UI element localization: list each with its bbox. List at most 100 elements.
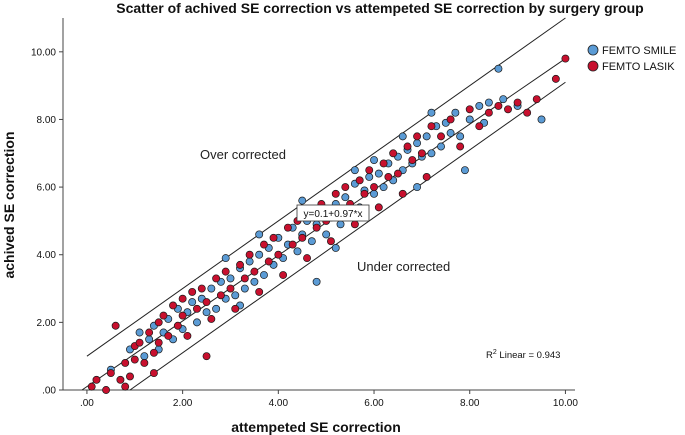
data-point-femto-smile xyxy=(437,142,445,151)
y-tick-label: 4.00 xyxy=(37,250,57,261)
data-point-femto-lasik xyxy=(87,382,96,391)
data-point-femto-lasik xyxy=(413,132,422,141)
data-point-femto-smile xyxy=(379,183,388,192)
data-point-femto-smile xyxy=(145,335,154,344)
data-point-femto-smile xyxy=(413,139,422,148)
data-point-femto-smile xyxy=(226,274,235,283)
data-point-femto-lasik xyxy=(269,233,278,242)
data-point-femto-lasik xyxy=(245,250,254,259)
data-point-femto-lasik xyxy=(456,142,465,151)
data-point-femto-smile xyxy=(307,237,316,246)
data-point-femto-lasik xyxy=(327,237,335,246)
data-point-femto-smile xyxy=(245,257,254,266)
data-point-femto-smile xyxy=(331,244,340,252)
data-point-femto-smile xyxy=(537,115,546,124)
data-point-femto-lasik xyxy=(374,203,383,212)
fit-equation: y=0.1+0.97*x xyxy=(304,209,363,220)
data-point-femto-smile xyxy=(260,271,268,279)
under-corrected-label: Under corrected xyxy=(357,259,450,274)
data-point-femto-smile xyxy=(398,132,407,141)
r2-superscript: 2 xyxy=(493,349,497,356)
data-point-femto-smile xyxy=(465,115,474,124)
data-point-femto-smile xyxy=(312,277,321,286)
data-point-femto-smile xyxy=(427,149,436,158)
data-point-femto-smile xyxy=(255,230,264,239)
data-point-femto-lasik xyxy=(360,189,369,198)
data-point-femto-smile xyxy=(451,108,460,117)
data-point-femto-smile xyxy=(293,247,302,256)
data-point-femto-smile xyxy=(370,189,378,198)
data-point-femto-smile xyxy=(460,166,469,175)
data-point-femto-lasik xyxy=(154,318,163,327)
data-point-femto-lasik xyxy=(403,142,412,151)
data-point-femto-smile xyxy=(484,98,493,107)
data-point-femto-lasik xyxy=(173,321,182,330)
upper-bound-line xyxy=(86,17,566,357)
data-point-femto-lasik xyxy=(523,108,532,117)
data-point-femto-smile xyxy=(370,156,378,164)
data-point-femto-lasik xyxy=(312,223,321,232)
data-point-femto-lasik xyxy=(212,274,221,283)
data-point-femto-lasik xyxy=(216,291,225,300)
data-point-femto-smile xyxy=(456,132,465,141)
data-point-femto-lasik xyxy=(116,375,125,384)
data-point-femto-smile xyxy=(499,95,508,104)
data-point-femto-lasik xyxy=(236,260,244,269)
data-point-femto-lasik xyxy=(331,189,340,198)
data-point-femto-lasik xyxy=(350,220,359,229)
data-point-femto-lasik xyxy=(283,223,292,232)
fit-line xyxy=(81,58,566,391)
data-point-femto-lasik xyxy=(389,149,398,158)
data-point-femto-smile xyxy=(255,250,264,259)
data-point-femto-smile xyxy=(207,284,216,293)
data-point-femto-lasik xyxy=(149,369,158,378)
data-point-femto-lasik xyxy=(475,122,484,131)
data-points xyxy=(87,54,570,394)
x-axis-label: attempeted SE correction xyxy=(231,419,401,435)
data-point-femto-smile xyxy=(322,230,331,239)
chart-title: Scatter of achived SE correction vs atte… xyxy=(116,0,644,16)
legend-label-lasik: FEMTO LASIK xyxy=(602,61,675,73)
data-point-femto-lasik xyxy=(240,274,249,283)
data-point-femto-smile xyxy=(135,328,144,337)
data-point-femto-lasik xyxy=(188,287,197,296)
x-tick-label: 10.00 xyxy=(553,398,578,409)
data-point-femto-smile xyxy=(298,196,307,205)
data-point-femto-smile xyxy=(341,193,350,202)
r2-suffix: Linear = 0.943 xyxy=(497,350,561,361)
data-point-femto-lasik xyxy=(140,358,149,367)
x-tick-label: .00 xyxy=(80,398,94,409)
data-point-femto-lasik xyxy=(121,382,130,391)
data-point-femto-smile xyxy=(427,108,436,117)
x-tick-label: 8.00 xyxy=(460,398,480,409)
data-point-femto-lasik xyxy=(365,166,374,175)
data-point-femto-smile xyxy=(212,304,221,313)
data-point-femto-smile xyxy=(422,132,431,141)
data-point-femto-lasik xyxy=(437,132,445,141)
data-point-femto-lasik xyxy=(111,321,120,330)
data-point-femto-lasik xyxy=(121,358,130,367)
x-tick-label: 4.00 xyxy=(269,398,289,409)
data-point-femto-smile xyxy=(350,166,359,175)
data-point-femto-lasik xyxy=(193,304,201,313)
data-point-femto-lasik xyxy=(92,375,101,384)
data-point-femto-lasik xyxy=(279,271,288,279)
data-point-femto-lasik xyxy=(561,54,570,63)
data-point-femto-lasik xyxy=(135,338,144,347)
data-point-femto-lasik xyxy=(159,311,168,320)
data-point-femto-lasik xyxy=(379,159,388,168)
data-point-femto-lasik xyxy=(260,240,268,249)
data-point-femto-lasik xyxy=(202,352,211,361)
data-point-femto-lasik xyxy=(370,183,378,192)
data-point-femto-lasik xyxy=(532,95,541,104)
data-point-femto-lasik xyxy=(250,267,259,276)
data-point-femto-lasik xyxy=(226,284,235,293)
data-point-femto-smile xyxy=(188,298,197,307)
y-tick-label: 2.00 xyxy=(37,318,57,329)
legend-marker-smile xyxy=(587,44,599,56)
data-point-femto-smile xyxy=(475,101,484,110)
data-point-femto-lasik xyxy=(183,331,192,340)
equation-box xyxy=(296,204,370,222)
data-point-femto-lasik xyxy=(417,149,426,158)
r2-prefix: R xyxy=(486,350,493,361)
